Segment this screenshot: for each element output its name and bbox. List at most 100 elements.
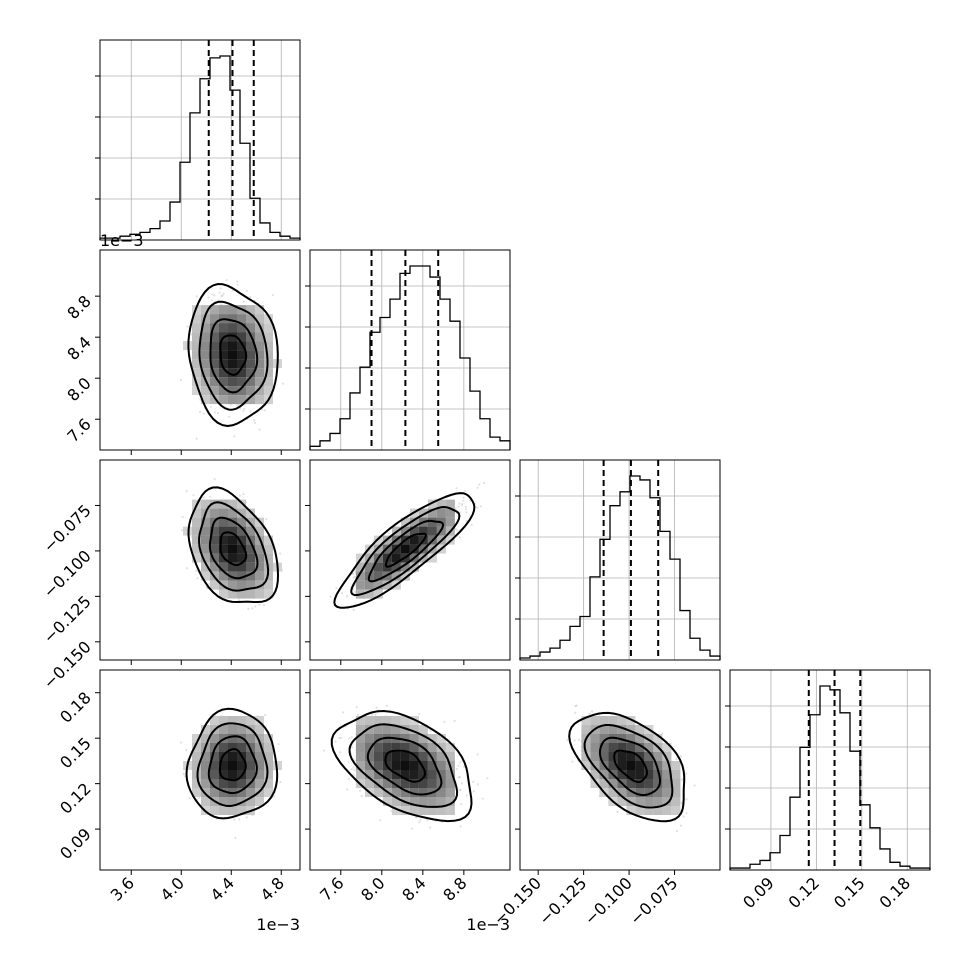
density-cell (427, 517, 437, 527)
scatter-point (458, 536, 462, 539)
scatter-point (235, 404, 239, 407)
scatter-point (483, 481, 486, 484)
scatter-point (459, 761, 462, 764)
density-cell (644, 743, 654, 752)
density-cell (228, 779, 237, 788)
scatter-point (213, 478, 216, 481)
ytick-label-p1-3: 8.8 (63, 292, 94, 323)
scatter-point (476, 783, 479, 786)
density-cell (228, 377, 237, 387)
density-cell (581, 752, 591, 761)
density-cell (210, 508, 219, 518)
density-cell (210, 499, 219, 509)
density-cell (364, 779, 374, 788)
density-cell (264, 377, 273, 387)
panels: 3.6 4.0 4.4 4.8 7.6 8.0 8.4 8.8 −0.150−0.125−0.1… (40, 39, 931, 929)
density-cell (409, 734, 419, 743)
scatter-point (218, 291, 221, 294)
scatter-point (352, 608, 355, 612)
density-cell (201, 332, 210, 342)
density-cell (671, 788, 681, 797)
density-cell (355, 743, 365, 752)
density-cell (219, 770, 228, 779)
density-cell (445, 499, 455, 509)
density-cell (201, 386, 210, 396)
density-cell (192, 544, 201, 554)
density-cell (581, 716, 591, 725)
density-cell (436, 508, 446, 518)
contour-level-3 (333, 492, 476, 609)
density-cell (409, 725, 419, 734)
xtick-label-p1-1: 8.0 (357, 873, 388, 904)
ytick-label-p2-0: −0.150 (40, 637, 95, 692)
scatter-point (249, 410, 252, 413)
density-cell (418, 508, 428, 518)
density-cell (608, 788, 618, 797)
scatter-point (239, 407, 242, 410)
density-cell (264, 544, 273, 554)
scatter-point (192, 494, 195, 497)
density-cell (599, 743, 609, 752)
density-cell (192, 332, 201, 342)
density-cell (608, 752, 618, 761)
density-cell (382, 716, 392, 725)
scatter-point (265, 518, 268, 521)
scatter-point (472, 780, 475, 784)
density-cell (264, 332, 273, 342)
density-cell (391, 761, 401, 770)
density-cell (391, 743, 401, 752)
density-cell (246, 589, 255, 599)
density-cell (246, 571, 255, 581)
density-cell (201, 350, 210, 360)
density-cell (255, 752, 264, 761)
density-cell (219, 377, 228, 387)
scatter-point (566, 738, 569, 742)
density-cell (192, 752, 201, 761)
density-cell (255, 589, 264, 599)
density-cell (255, 734, 264, 743)
scatter-point (374, 713, 377, 716)
density-cell (445, 788, 455, 797)
density-cell (246, 517, 255, 527)
contour-level-3 (185, 707, 279, 820)
density-cell (192, 350, 201, 360)
density-cell (210, 395, 219, 405)
density-cell (418, 553, 428, 563)
scatter-point (459, 789, 462, 792)
density-cell (192, 788, 201, 797)
density-cell (373, 589, 383, 599)
density-cell (219, 806, 228, 815)
density-cell (201, 526, 210, 536)
scatter-point (455, 768, 458, 771)
density-cell (228, 544, 237, 554)
density-cell (373, 580, 383, 590)
scatter-point (282, 382, 285, 385)
density-cell (400, 761, 410, 770)
scatter-point (379, 819, 382, 822)
scatter-point (479, 505, 482, 508)
density-cell (255, 314, 264, 324)
scatter-point (476, 753, 479, 756)
density-cell (246, 553, 255, 563)
scatter-point (257, 603, 261, 606)
density-cell (192, 359, 201, 369)
density-cell (201, 734, 210, 743)
scatter-point (352, 773, 355, 776)
density-cell (427, 797, 437, 806)
density-cell (237, 761, 246, 770)
density-cell (210, 779, 219, 788)
density-cell (635, 806, 645, 815)
density-cell (391, 725, 401, 734)
density-cell (264, 386, 273, 396)
density-cell (635, 788, 645, 797)
density-cell (228, 725, 237, 734)
density-cell (219, 386, 228, 396)
scatter-point (264, 713, 267, 717)
density-cell (219, 725, 228, 734)
scatter-point (354, 590, 357, 593)
density-cell (617, 725, 627, 734)
density-cell (264, 580, 273, 590)
density-cell (373, 770, 383, 779)
xtick-label-p2-1: −0.125 (535, 873, 590, 928)
density-cell (436, 761, 446, 770)
